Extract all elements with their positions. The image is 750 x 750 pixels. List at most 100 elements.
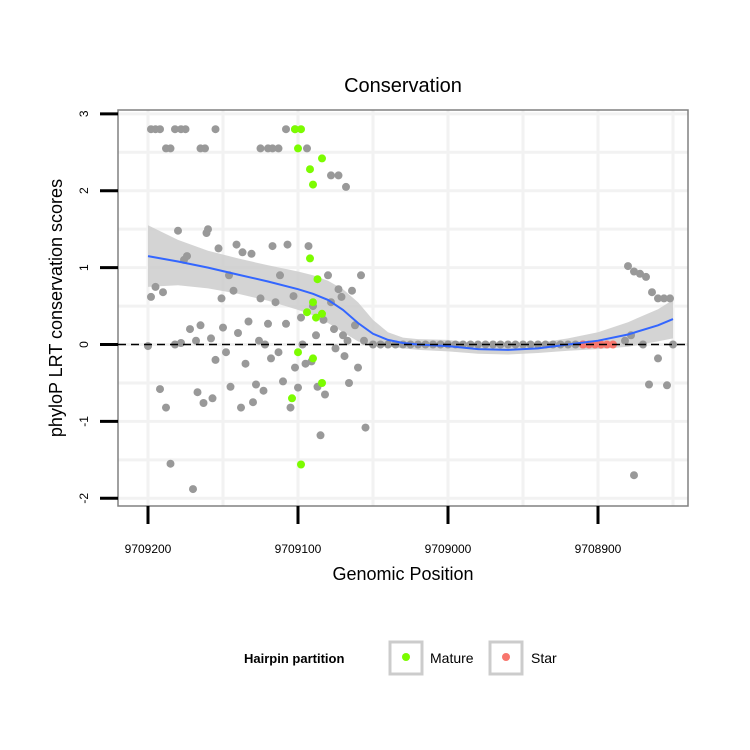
point-other [360,336,368,345]
point-other [204,225,212,234]
point-other [357,271,365,280]
point-other [316,431,325,440]
point-other [193,388,202,397]
point-other [354,363,362,372]
point-other [151,282,160,291]
point-other [327,171,335,180]
point-mature [294,144,302,153]
point-other [489,340,497,349]
legend-label-mature: Mature [430,650,474,666]
point-other [342,182,350,191]
point-other [345,379,353,387]
point-other [256,144,265,153]
point-other [343,336,352,345]
point-other [334,285,343,294]
smooth-line [147,255,674,351]
point-other [286,403,295,412]
point-other [247,249,256,258]
point-mature [297,125,305,134]
point-other [321,390,329,399]
x-tick-label: 9709000 [425,542,472,556]
point-other [211,355,220,364]
point-other [147,292,155,301]
point-mature [303,308,311,317]
point-mature [313,275,322,284]
point-mature [309,298,317,307]
point-other [166,144,175,153]
point-other [144,342,152,351]
point-other [162,403,170,412]
point-other [636,269,644,278]
y-tick-label: 1 [77,264,91,271]
point-other [337,292,346,301]
point-other [663,381,671,390]
point-other [669,340,677,349]
point-other [255,336,263,345]
point-other [621,336,629,345]
point-other [630,267,638,276]
smooth-layer [147,255,674,351]
points-layer [144,125,677,494]
point-other [241,359,250,368]
confidence-band [148,225,673,355]
point-other [324,271,332,280]
axes: 9709200 9709100 9709000 9708900 -2 -1 0 1 2 3 [77,110,622,556]
point-other [156,385,164,394]
x-tick-label: 9708900 [575,542,622,556]
chart-title: Conservation [344,75,462,97]
confidence-band-layer [148,225,673,355]
point-other [274,348,283,357]
point-other [229,286,238,295]
point-mature [306,165,314,174]
plot-panel-border [117,109,689,507]
point-other [222,348,230,357]
point-other [384,340,392,349]
point-other [303,144,311,153]
point-other [526,340,535,349]
point-other [171,125,179,134]
point-mature [306,254,314,263]
point-other [648,288,656,297]
point-mature [309,180,317,189]
legend-label-star: Star [531,650,557,666]
point-other [166,459,175,468]
point-other [304,242,313,251]
point-other [211,125,220,134]
point-other [259,386,268,395]
point-mature [312,313,320,322]
y-tick-label: 0 [77,341,91,348]
legend-dot-mature [402,653,410,661]
point-other [339,331,347,340]
point-other [238,248,247,257]
point-other [331,344,340,353]
point-other [334,171,343,180]
point-other [291,363,299,372]
point-other [207,334,215,343]
point-other [283,240,292,249]
point-other [279,377,287,386]
point-other [237,403,245,412]
point-other [274,144,283,153]
point-other [201,144,209,153]
point-other [624,262,632,271]
point-other [660,294,668,303]
point-other [645,380,653,389]
point-other [186,325,194,334]
point-other [666,294,674,303]
y-tick-label: -1 [77,416,91,427]
point-other [361,423,370,432]
x-tick-label: 9709100 [275,542,322,556]
point-mature [318,309,326,318]
point-other [192,336,200,345]
point-other [177,339,185,347]
point-other [294,383,302,392]
point-other [268,144,277,153]
point-other [348,286,356,295]
point-other [630,471,638,480]
point-other [319,315,328,324]
point-mature [294,348,302,357]
point-other [256,294,265,303]
point-other [183,252,191,261]
y-tick-label: 3 [77,110,91,117]
point-other [654,354,662,363]
